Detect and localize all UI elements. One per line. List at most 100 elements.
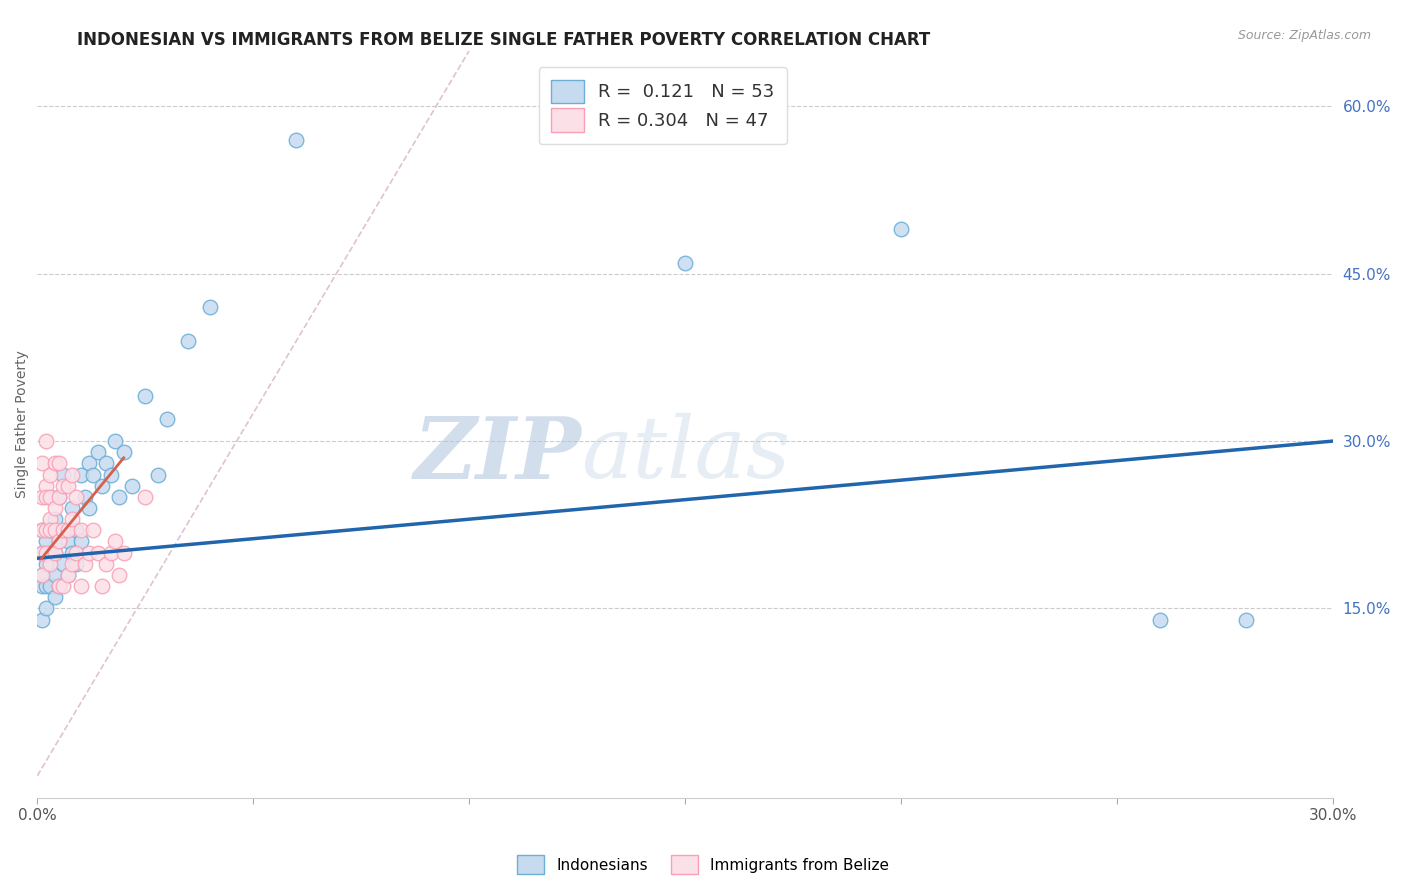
Point [87, 546, 110, 560]
Point [77, 501, 100, 516]
Point [31, 457, 53, 471]
Point [108, 490, 131, 504]
Point [31, 524, 53, 538]
Point [52, 579, 75, 593]
Point [44, 457, 66, 471]
Point [60, 467, 83, 482]
Point [31, 524, 53, 538]
Text: atlas: atlas [582, 413, 790, 496]
Point [890, 222, 912, 236]
Point [52, 524, 75, 538]
Legend: R =  0.121   N = 53, R = 0.304   N = 47: R = 0.121 N = 53, R = 0.304 N = 47 [538, 67, 787, 145]
Point [60, 546, 83, 560]
Point [31, 568, 53, 582]
Point [31, 568, 53, 582]
Point [39, 524, 62, 538]
Point [134, 389, 156, 403]
Point [48, 579, 70, 593]
Point [82, 524, 104, 538]
Point [44, 501, 66, 516]
Point [177, 334, 200, 348]
Point [39, 524, 62, 538]
Point [96, 557, 118, 571]
Point [87, 445, 110, 459]
Point [65, 546, 87, 560]
Legend: Indonesians, Immigrants from Belize: Indonesians, Immigrants from Belize [510, 849, 896, 880]
Point [104, 534, 127, 549]
Point [35, 579, 58, 593]
Point [39, 490, 62, 504]
Point [148, 467, 170, 482]
Point [134, 490, 156, 504]
Point [77, 546, 100, 560]
Point [39, 512, 62, 526]
Point [104, 434, 127, 449]
Point [31, 613, 53, 627]
Point [60, 557, 83, 571]
Text: INDONESIAN VS IMMIGRANTS FROM BELIZE SINGLE FATHER POVERTY CORRELATION CHART: INDONESIAN VS IMMIGRANTS FROM BELIZE SIN… [77, 31, 931, 49]
Point [673, 255, 696, 269]
Point [91, 579, 114, 593]
Point [69, 579, 91, 593]
Point [31, 490, 53, 504]
Point [121, 479, 143, 493]
Point [39, 490, 62, 504]
Point [48, 534, 70, 549]
Point [35, 546, 58, 560]
Point [52, 467, 75, 482]
Point [69, 534, 91, 549]
Point [35, 434, 58, 449]
Point [44, 524, 66, 538]
Point [35, 534, 58, 549]
Point [44, 512, 66, 526]
Point [112, 445, 135, 459]
Point [31, 546, 53, 560]
Point [44, 546, 66, 560]
Point [56, 568, 79, 582]
Point [96, 457, 118, 471]
Point [44, 568, 66, 582]
Point [52, 524, 75, 538]
Point [39, 557, 62, 571]
Point [44, 546, 66, 560]
Text: ZIP: ZIP [413, 412, 582, 496]
Point [48, 457, 70, 471]
Point [39, 467, 62, 482]
Point [77, 457, 100, 471]
Point [100, 546, 122, 560]
Point [69, 467, 91, 482]
Point [35, 601, 58, 615]
Point [52, 479, 75, 493]
Point [48, 534, 70, 549]
Point [198, 300, 221, 314]
Point [35, 479, 58, 493]
Point [44, 591, 66, 605]
Point [65, 524, 87, 538]
Point [1234, 613, 1257, 627]
Point [108, 568, 131, 582]
Point [73, 490, 96, 504]
Point [35, 524, 58, 538]
Y-axis label: Single Father Poverty: Single Father Poverty [15, 351, 30, 499]
Point [65, 490, 87, 504]
Point [48, 579, 70, 593]
Point [48, 490, 70, 504]
Point [35, 557, 58, 571]
Point [82, 467, 104, 482]
Point [48, 490, 70, 504]
Point [35, 490, 58, 504]
Point [60, 501, 83, 516]
Point [31, 579, 53, 593]
Text: Source: ZipAtlas.com: Source: ZipAtlas.com [1237, 29, 1371, 42]
Point [56, 479, 79, 493]
Point [156, 412, 179, 426]
Point [285, 133, 308, 147]
Point [31, 546, 53, 560]
Point [1149, 613, 1171, 627]
Point [65, 557, 87, 571]
Point [73, 557, 96, 571]
Point [69, 524, 91, 538]
Point [60, 512, 83, 526]
Point [100, 467, 122, 482]
Point [39, 579, 62, 593]
